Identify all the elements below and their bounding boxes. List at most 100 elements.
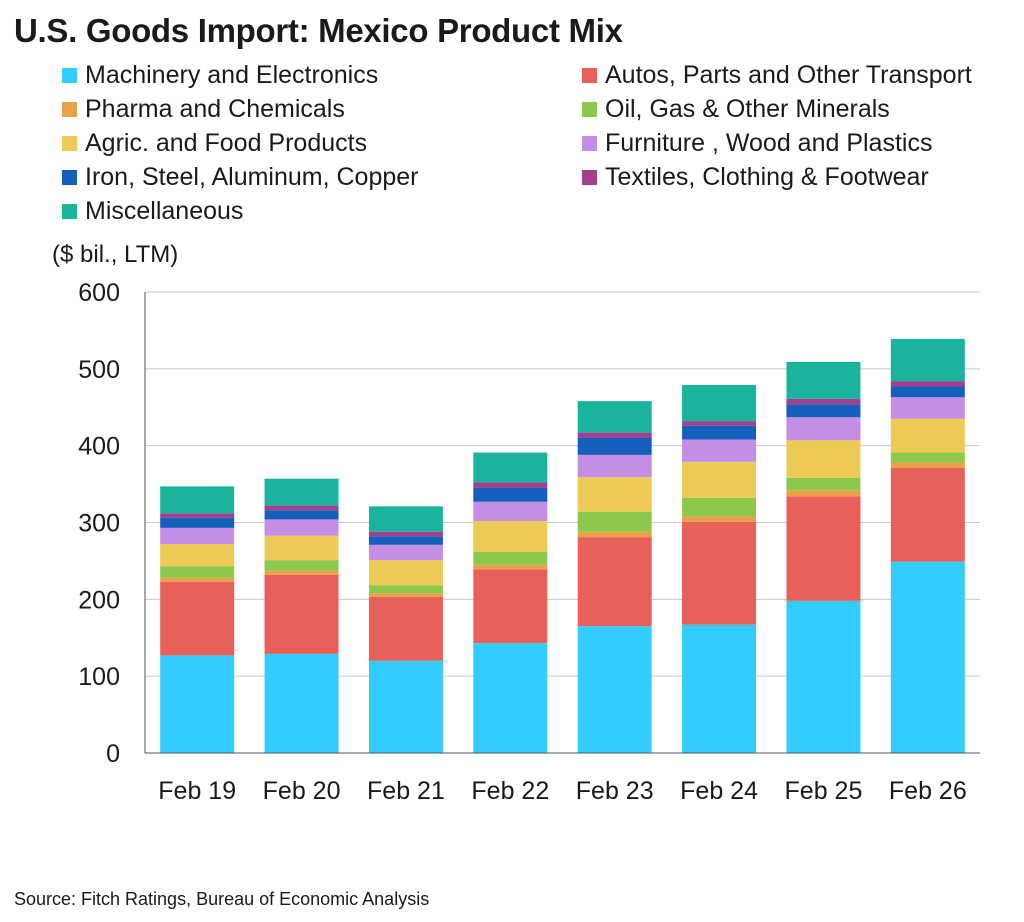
- bar-segment-iron-steel-aluminum-copper-feb-19: [160, 517, 235, 528]
- legend-item-miscellaneous: Miscellaneous: [62, 194, 243, 228]
- bar-segment-miscellaneous-feb-19: [160, 486, 235, 514]
- bar-segment-pharma-and-chemicals-feb-19: [160, 577, 235, 582]
- bar-segment-iron-steel-aluminum-copper-feb-22: [473, 487, 548, 502]
- bar-segment-miscellaneous-feb-20: [264, 478, 339, 506]
- bar-segment-pharma-and-chemicals-feb-21: [368, 593, 443, 598]
- bar-segment-furniture-wood-and-plastics-feb-26: [890, 397, 965, 419]
- legend-item-textiles-clothing-footwear: Textiles, Clothing & Footwear: [582, 160, 929, 194]
- bar-segment-iron-steel-aluminum-copper-feb-23: [577, 437, 652, 455]
- x-tick-label: Feb 22: [471, 777, 549, 805]
- legend-label: Furniture , Wood and Plastics: [605, 128, 933, 157]
- legend-item-pharma-and-chemicals: Pharma and Chemicals: [62, 92, 345, 126]
- bar-segment-furniture-wood-and-plastics-feb-19: [160, 527, 235, 545]
- bar-segment-iron-steel-aluminum-copper-feb-24: [682, 425, 757, 440]
- bar-segment-machinery-and-electronics-feb-25: [786, 600, 861, 753]
- bar-segment-pharma-and-chemicals-feb-25: [786, 490, 861, 497]
- bar-segment-agric-and-food-products-feb-19: [160, 544, 235, 567]
- bar-segment-autos-parts-and-other-transport-feb-24: [682, 521, 757, 625]
- bar-segment-oil-gas-other-minerals-feb-26: [890, 452, 965, 463]
- y-tick-label: 0: [106, 740, 120, 768]
- bar-segment-textiles-clothing-footwear-feb-20: [264, 505, 339, 511]
- legend-swatch: [62, 203, 77, 219]
- bar-segment-autos-parts-and-other-transport-feb-21: [368, 597, 443, 661]
- bar-segment-pharma-and-chemicals-feb-20: [264, 570, 339, 575]
- bar-segment-pharma-and-chemicals-feb-26: [890, 462, 965, 468]
- bar-segment-machinery-and-electronics-feb-21: [368, 660, 443, 753]
- bar-segment-agric-and-food-products-feb-21: [368, 560, 443, 586]
- legend-swatch: [582, 67, 597, 83]
- y-tick-label: 100: [78, 663, 120, 691]
- bar-segment-agric-and-food-products-feb-20: [264, 535, 339, 561]
- bar-segment-machinery-and-electronics-feb-26: [890, 561, 965, 753]
- bar-segment-pharma-and-chemicals-feb-24: [682, 516, 757, 522]
- bar-segment-furniture-wood-and-plastics-feb-23: [577, 454, 652, 478]
- bar-segment-iron-steel-aluminum-copper-feb-26: [890, 386, 965, 398]
- chart-title: U.S. Goods Import: Mexico Product Mix: [14, 12, 623, 49]
- bar-segment-furniture-wood-and-plastics-feb-25: [786, 417, 861, 441]
- bar-segment-autos-parts-and-other-transport-feb-22: [473, 569, 548, 644]
- bar-segment-machinery-and-electronics-feb-24: [682, 624, 757, 753]
- legend-swatch: [582, 101, 597, 117]
- legend-swatch: [582, 135, 597, 151]
- legend-item-furniture-wood-and-plastics: Furniture , Wood and Plastics: [582, 126, 932, 160]
- x-tick-label: Feb 20: [263, 777, 341, 805]
- bar-segment-iron-steel-aluminum-copper-feb-20: [264, 510, 339, 520]
- bar-segment-miscellaneous-feb-23: [577, 401, 652, 433]
- legend-item-machinery-and-electronics: Machinery and Electronics: [62, 58, 378, 92]
- x-tick-label: Feb 21: [367, 777, 445, 805]
- legend-label: Iron, Steel, Aluminum, Copper: [85, 162, 419, 191]
- bar-segment-autos-parts-and-other-transport-feb-23: [577, 537, 652, 627]
- x-tick-label: Feb 23: [576, 777, 654, 805]
- legend-swatch: [62, 169, 77, 185]
- bar-segment-oil-gas-other-minerals-feb-25: [786, 477, 861, 491]
- bar-segment-pharma-and-chemicals-feb-23: [577, 531, 652, 538]
- x-tick-label: Feb 19: [158, 777, 236, 805]
- bar-segment-iron-steel-aluminum-copper-feb-21: [368, 536, 443, 545]
- legend-label: Miscellaneous: [85, 196, 244, 225]
- bar-segment-machinery-and-electronics-feb-19: [160, 655, 235, 753]
- bar-segment-furniture-wood-and-plastics-feb-21: [368, 544, 443, 561]
- bar-segment-textiles-clothing-footwear-feb-23: [577, 432, 652, 438]
- bar-segment-oil-gas-other-minerals-feb-19: [160, 566, 235, 578]
- bar-segment-oil-gas-other-minerals-feb-24: [682, 497, 757, 517]
- legend-label: Machinery and Electronics: [85, 60, 379, 89]
- bar-segment-textiles-clothing-footwear-feb-21: [368, 531, 443, 537]
- x-tick-label: Feb 24: [680, 777, 758, 805]
- bar-segment-textiles-clothing-footwear-feb-24: [682, 421, 757, 426]
- legend-swatch: [62, 135, 77, 151]
- bar-segment-autos-parts-and-other-transport-feb-25: [786, 496, 861, 601]
- x-tick-label: Feb 26: [889, 777, 967, 805]
- legend-label: Oil, Gas & Other Minerals: [605, 94, 890, 123]
- unit-label: ($ bil., LTM): [52, 241, 179, 268]
- bar-segment-textiles-clothing-footwear-feb-22: [473, 482, 548, 488]
- bar-segment-autos-parts-and-other-transport-feb-26: [890, 467, 965, 562]
- y-tick-label: 300: [78, 510, 120, 538]
- y-tick-label: 500: [78, 356, 120, 384]
- bar-segment-miscellaneous-feb-25: [786, 361, 861, 399]
- bar-segment-machinery-and-electronics-feb-20: [264, 653, 339, 753]
- bar-segment-agric-and-food-products-feb-23: [577, 477, 652, 512]
- y-tick-label: 400: [78, 433, 120, 461]
- bar-segment-machinery-and-electronics-feb-23: [577, 626, 652, 753]
- bar-segment-oil-gas-other-minerals-feb-22: [473, 551, 548, 565]
- legend-label: Autos, Parts and Other Transport: [605, 60, 972, 89]
- bar-segment-agric-and-food-products-feb-24: [682, 461, 757, 498]
- legend-item-autos-parts-and-other-transport: Autos, Parts and Other Transport: [582, 58, 972, 92]
- legend-item-iron-steel-aluminum-copper: Iron, Steel, Aluminum, Copper: [62, 160, 419, 194]
- bar-segment-furniture-wood-and-plastics-feb-24: [682, 439, 757, 462]
- bar-segment-miscellaneous-feb-22: [473, 452, 548, 483]
- y-tick-label: 200: [78, 586, 120, 614]
- source-note: Source: Fitch Ratings, Bureau of Economi…: [14, 889, 430, 909]
- legend-swatch: [62, 67, 77, 83]
- bar-segment-furniture-wood-and-plastics-feb-20: [264, 519, 339, 536]
- bar-segment-machinery-and-electronics-feb-22: [473, 643, 548, 753]
- legend-item-agric-and-food-products: Agric. and Food Products: [62, 126, 367, 160]
- bar-segment-furniture-wood-and-plastics-feb-22: [473, 501, 548, 521]
- bar-segment-autos-parts-and-other-transport-feb-19: [160, 581, 235, 656]
- bar-segment-textiles-clothing-footwear-feb-25: [786, 398, 861, 405]
- bar-segment-pharma-and-chemicals-feb-22: [473, 564, 548, 570]
- bar-segment-miscellaneous-feb-24: [682, 384, 757, 422]
- chart-legend: Machinery and Electronics Autos, Parts an…: [62, 58, 1022, 230]
- bar-segment-autos-parts-and-other-transport-feb-20: [264, 574, 339, 654]
- bar-segment-textiles-clothing-footwear-feb-19: [160, 513, 235, 518]
